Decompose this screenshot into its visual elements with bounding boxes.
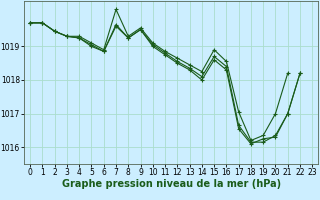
X-axis label: Graphe pression niveau de la mer (hPa): Graphe pression niveau de la mer (hPa) [62,179,281,189]
